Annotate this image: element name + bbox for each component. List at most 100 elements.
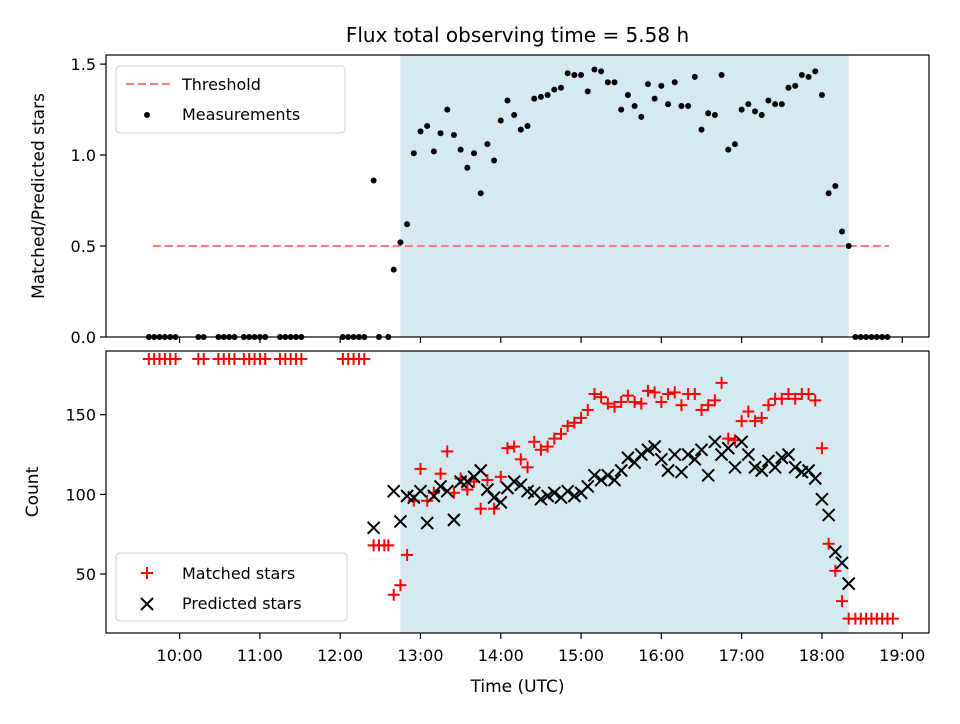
matched-point-76 [688,388,701,401]
legend-matched-marker [141,567,153,579]
bottom-xtick-label-0: 10:00 [157,646,203,665]
measurement-point-57 [571,72,578,79]
measurement-point-32 [404,221,411,228]
top-legend: Threshold Measurements [115,65,346,134]
matched-point-52 [528,435,541,448]
predicted-point-17 [494,495,508,510]
measurement-point-34 [417,128,424,135]
legend-predicted-marker-b [140,597,154,611]
matched-point-62 [595,391,608,404]
measurements-points [145,66,891,340]
matched-point-36 [421,494,434,507]
matched-point-44 [474,502,487,515]
measurement-point-43 [477,190,484,197]
matched-point-39 [441,445,454,458]
measurement-point-98 [845,243,852,250]
predicted-point-15-b [480,482,495,497]
predicted-point-45-b [681,447,695,462]
matched-point-31 [387,588,400,601]
top-y-axis-label: Matched/Predicted stars [29,93,49,299]
matched-point-83 [735,415,748,428]
matched-point-55 [548,432,561,445]
matched-point-47 [494,470,507,483]
bottom-y-ticks: 50 100 150 [65,406,106,584]
measurement-point-65 [624,92,631,99]
predicted-point-14-b [473,463,488,478]
measurement-point-88 [778,101,785,108]
predicted-point-55-b [748,460,762,475]
predicted-point-61-b [788,460,802,475]
matched-point-50 [514,453,527,466]
predicted-point-54 [741,447,756,462]
matched-point-107 [886,612,899,625]
predicted-point-31 [587,468,602,482]
measurement-point-62 [604,79,611,86]
predicted-point-53 [734,435,749,449]
predicted-point-65 [815,492,829,506]
measurement-point-72 [671,79,678,86]
top-axes-frame [105,54,930,338]
measurement-point-64 [618,106,625,113]
predicted-point-22-b [527,486,541,500]
predicted-point-40-b [647,439,662,454]
top-x-ticks [179,337,903,343]
predicted-point-23 [534,492,548,506]
bottom-xtick-label-5: 15:00 [558,646,604,665]
predicted-point-46 [688,452,702,467]
bottom-ytick-label-2: 150 [65,406,96,425]
predicted-point-60-b [781,447,796,462]
matched-point-69 [641,384,654,397]
matched-point-96 [822,537,835,550]
bottom-legend: Matched stars Predicted stars [115,552,348,622]
predicted-point-47-b [694,443,709,457]
predicted-point-12-b [460,474,475,489]
legend-measurements-sample [144,112,150,118]
predicted-point-39-b [641,443,655,457]
predicted-point-59-b [775,451,789,465]
chart-title: Flux total observing time = 5.58 h [346,23,689,47]
measurement-point-82 [738,106,745,113]
measurement-point-45 [491,157,498,164]
measurement-point-70 [658,82,665,89]
predicted-point-16-b [487,490,501,505]
predicted-point-30-b [581,479,595,494]
predicted-point-33 [601,468,615,482]
bottom-axes-frame [105,350,930,634]
bottom-y-axis-label: Count [23,466,43,517]
matched-point-33 [401,548,414,561]
legend-predicted-marker [140,597,154,611]
measurement-point-42 [471,150,478,157]
matched-point-91 [789,392,802,405]
matched-point-57 [561,419,574,432]
measurement-point-49 [517,126,524,133]
matched-point-63 [601,397,614,410]
legend-measurements-label: Measurements [182,105,300,124]
predicted-point-7-b [427,489,441,503]
predicted-point-16 [487,490,501,505]
measurement-point-37 [437,130,444,137]
measurement-point-75 [691,73,698,80]
legend-predicted-sample [140,597,154,611]
bottom-xtick-label-1: 11:00 [237,646,283,665]
measurement-point-53 [544,92,551,99]
measurement-point-47 [504,97,511,104]
predicted-point-0-b [366,521,381,535]
predicted-point-27-b [560,484,575,498]
predicted-point-55 [748,460,762,475]
measurement-point-69 [651,95,658,102]
bottom-xtick-label-7: 17:00 [719,646,765,665]
matched-point-61 [588,388,601,401]
predicted-point-36-b [621,451,635,465]
predicted-point-51 [721,441,735,455]
measurement-point-68 [644,81,651,88]
predicted-point-46-b [688,452,702,467]
matched-point-93 [802,388,815,401]
matched-point-77 [695,403,708,416]
matched-point-49 [508,440,521,453]
matched-point-80 [715,376,728,389]
measurement-point-56 [564,70,571,77]
predicted-point-9-b [440,484,454,498]
measurement-point-83 [745,101,752,108]
matched-point-81 [722,432,735,445]
predicted-point-14 [473,463,488,478]
